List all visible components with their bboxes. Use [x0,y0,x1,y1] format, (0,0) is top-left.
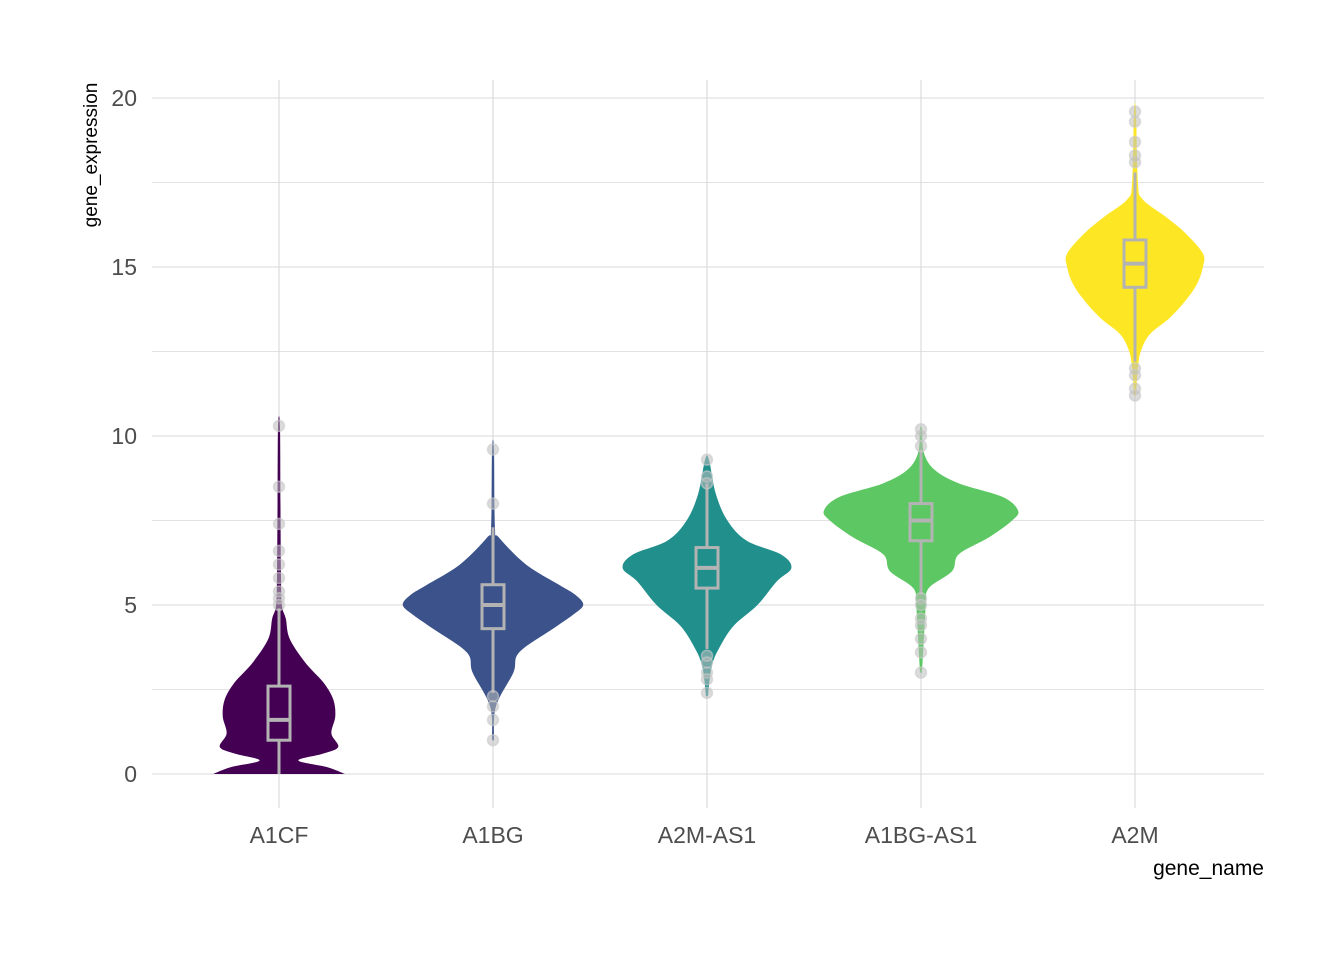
outlier-point [914,598,928,612]
outlier-point [272,571,286,585]
violins [213,102,1205,774]
outlier-point [914,632,928,646]
outlier-point [700,453,714,466]
violin-a1cf [213,416,345,774]
outlier-point [700,656,714,669]
violin-body [622,455,792,697]
x-tick-label: A2M [1111,822,1158,848]
outlier-point [1128,135,1142,149]
outlier-point [1128,389,1142,402]
y-tick-label: 10 [111,423,137,449]
violin-body [402,439,584,741]
outlier-point [486,733,500,747]
outlier-point [486,690,500,703]
violin-body [1065,102,1205,396]
outlier-point [914,439,928,453]
outlier-point [486,497,500,510]
outlier-point [914,646,928,659]
outlier-point [700,686,714,700]
violin-a1bg [402,439,584,747]
outlier-point [1128,115,1142,128]
x-axis-ticks: A1CF A1BG A2M-AS1 A1BG-AS1 A2M [250,822,1159,848]
x-tick-label: A1BG-AS1 [865,822,978,848]
outlier-point [1128,105,1142,118]
outlier-point [1128,368,1142,382]
y-tick-label: 5 [124,592,137,618]
outlier-point [486,700,500,713]
outlier-point [272,517,286,531]
outlier-point [700,673,714,686]
outlier-point [1128,155,1142,169]
x-tick-label: A2M-AS1 [658,822,756,848]
y-axis-ticks: 0 5 10 15 20 [111,85,137,787]
y-tick-label: 20 [111,85,137,111]
outlier-point [914,429,928,443]
outlier-point [486,443,500,456]
x-axis-label: gene_name [1153,857,1264,880]
outlier-point [914,666,928,679]
violin-a2m [1065,102,1205,402]
outlier-point [272,419,286,433]
outlier-point [914,619,928,632]
outlier-point [272,598,286,612]
violin-a1bg-as1 [823,422,1019,679]
y-tick-label: 15 [111,254,137,280]
outlier-point [272,480,286,493]
x-tick-label: A1CF [250,822,309,848]
outlier-point [486,713,500,727]
violin-a2m-as1 [622,453,792,700]
outlier-point [700,477,714,490]
y-axis-label: gene_expression [81,83,102,228]
x-tick-label: A1BG [462,822,523,848]
y-tick-label: 0 [124,761,137,787]
outlier-point [272,558,286,571]
outlier-point [272,544,286,558]
box [266,684,292,742]
